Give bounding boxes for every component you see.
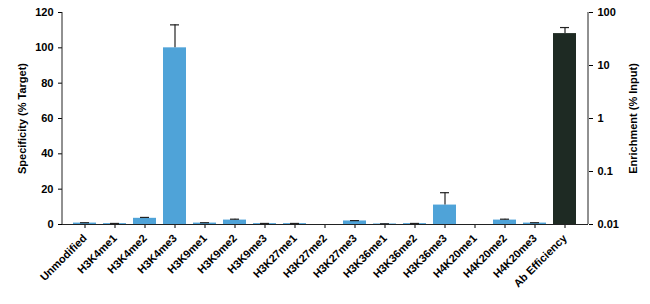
svg-text:Specificity (% Target): Specificity (% Target) <box>16 63 28 174</box>
svg-text:120: 120 <box>35 6 53 18</box>
svg-text:20: 20 <box>41 183 53 195</box>
svg-text:H3K9me2: H3K9me2 <box>195 231 239 276</box>
svg-text:0.1: 0.1 <box>598 165 613 177</box>
svg-text:H3K36me1: H3K36me1 <box>340 231 389 280</box>
svg-text:H3K4me3: H3K4me3 <box>135 231 179 276</box>
svg-text:H3K36me2: H3K36me2 <box>370 231 419 280</box>
svg-text:H3K4me1: H3K4me1 <box>75 231 119 276</box>
svg-text:100: 100 <box>598 6 616 18</box>
svg-text:60: 60 <box>41 112 53 124</box>
svg-text:Ab Efficiency: Ab Efficiency <box>511 231 569 289</box>
svg-text:40: 40 <box>41 147 53 159</box>
svg-text:Unmodified: Unmodified <box>38 232 89 283</box>
svg-text:H3K27me2: H3K27me2 <box>280 231 329 280</box>
svg-text:100: 100 <box>35 41 53 53</box>
svg-text:H3K27me1: H3K27me1 <box>250 231 299 280</box>
svg-text:H4K20me2: H4K20me2 <box>460 231 509 280</box>
svg-text:H3K9me3: H3K9me3 <box>225 231 269 276</box>
svg-text:H4K20me3: H4K20me3 <box>490 231 539 280</box>
svg-text:H3K27me3: H3K27me3 <box>310 231 359 280</box>
svg-text:10: 10 <box>598 59 610 71</box>
svg-text:H3K36me3: H3K36me3 <box>400 231 449 280</box>
svg-text:H3K9me1: H3K9me1 <box>165 231 209 276</box>
svg-text:0: 0 <box>47 218 53 230</box>
svg-text:H4K20me1: H4K20me1 <box>430 231 479 280</box>
svg-text:1: 1 <box>598 112 604 124</box>
svg-text:Enrichment (% Input): Enrichment (% Input) <box>627 63 639 174</box>
svg-text:H3K4me2: H3K4me2 <box>105 231 149 276</box>
svg-text:80: 80 <box>41 77 53 89</box>
svg-text:0.01: 0.01 <box>598 218 619 230</box>
